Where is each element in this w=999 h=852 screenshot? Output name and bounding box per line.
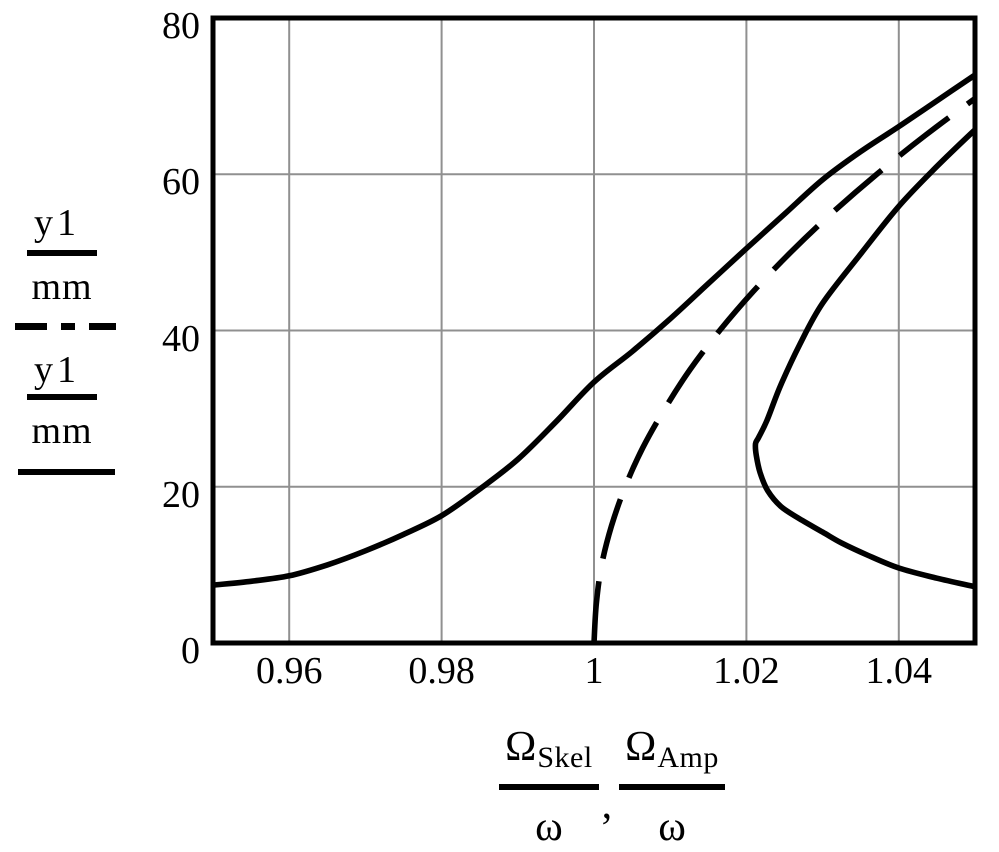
omega-denominator: ω xyxy=(658,804,686,851)
plot-frame xyxy=(210,15,978,646)
y-tick-label-80: 80 xyxy=(162,5,200,47)
y-axis-trace1-numerator: y1 xyxy=(34,202,80,244)
skel-subscript: Skel xyxy=(537,741,593,774)
x-tick-label-1.02: 1.02 xyxy=(713,650,780,692)
y-tick-label-0: 0 xyxy=(181,630,200,672)
x-axis-label: ΩSkel ω , ΩAmp ω xyxy=(0,722,999,851)
y-tick-label-20: 20 xyxy=(162,473,200,516)
trace2-solid-line-sample xyxy=(18,469,115,475)
x-tick-label-0.96: 0.96 xyxy=(255,650,323,692)
omega-symbol: Ω xyxy=(505,724,537,770)
y-axis-trace1-denominator: mm xyxy=(31,266,93,308)
y-tick-label-40: 40 xyxy=(162,317,200,360)
y-axis-trace1-fraction-bar xyxy=(27,250,97,256)
curve-amplitude-response-fold-branch xyxy=(752,127,977,590)
curve-skeleton-backbone-curve xyxy=(591,96,977,644)
y-axis-trace2-numerator: y1 xyxy=(34,349,80,391)
amp-subscript: Amp xyxy=(657,741,719,774)
omega-skel-numerator: ΩSkel xyxy=(499,722,599,791)
y-axis-trace2-denominator: mm xyxy=(31,410,93,452)
y-tick-label-60: 60 xyxy=(162,161,200,204)
x-tick-label-1: 1 xyxy=(584,650,604,692)
curve-amplitude-response-upper-branch xyxy=(212,72,977,588)
x-axis-amplitude-fraction: ΩAmp ω xyxy=(619,722,725,851)
dash-segment xyxy=(89,322,116,330)
omega-denominator: ω xyxy=(535,804,563,851)
omega-symbol: Ω xyxy=(625,724,657,770)
x-tick-label-1.04: 1.04 xyxy=(865,650,933,692)
trace1-dash-dot-line-sample xyxy=(15,322,117,330)
omega-amp-numerator: ΩAmp xyxy=(619,722,725,791)
dash-segment xyxy=(15,322,47,330)
dot-segment xyxy=(61,322,75,330)
x-axis-skeleton-fraction: ΩSkel ω xyxy=(499,722,599,851)
separator-comma: , xyxy=(601,782,613,828)
y-axis-trace2-fraction-bar xyxy=(27,394,97,400)
x-tick-label-0.98: 0.98 xyxy=(408,650,475,692)
